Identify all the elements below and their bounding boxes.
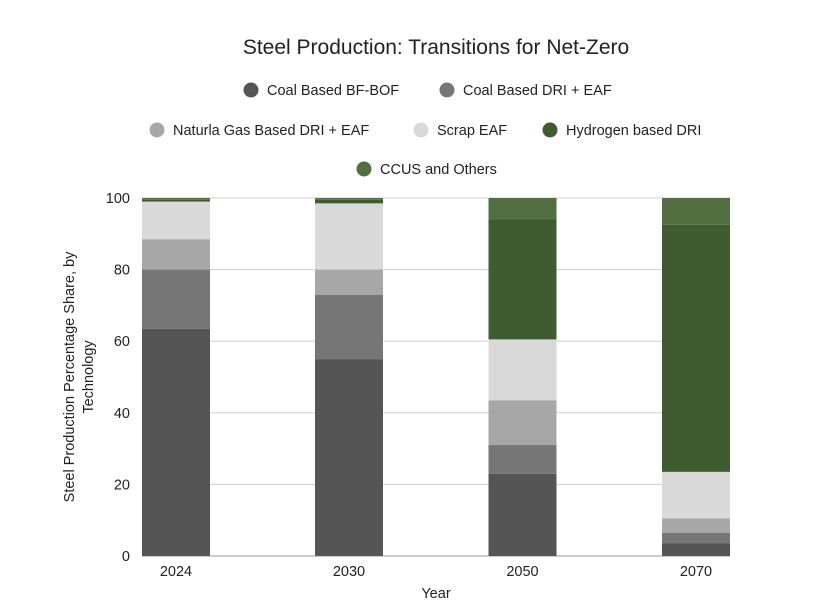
legend-item-hydrogen-based-dri: Hydrogen based DRI [542,122,701,139]
bar-segment-2024-coal-based-dri-eaf [142,269,210,329]
legend-label: Naturla Gas Based DRI + EAF [173,123,369,139]
bar-segment-2050-naturla-gas-based-dri-eaf [488,400,557,446]
y-tick-label: 0 [122,549,130,565]
bar-segment-2070-coal-based-bf-bof [662,543,730,556]
chart-title: Steel Production: Transitions for Net-Ze… [243,36,629,59]
x-axis-ticks: 2024 2030 2050 2070 [160,564,712,580]
y-tick-label: 40 [114,406,130,422]
bar-segment-2050-hydrogen-based-dri [488,219,557,340]
bar-segment-2070-coal-based-dri-eaf [662,532,730,544]
y-axis-label-line-1: Steel Production Percentage Share, by [62,251,78,502]
bar-segment-2030-naturla-gas-based-dri-eaf [315,269,383,295]
legend-swatch [413,122,429,138]
bar-segment-2024-hydrogen-based-dri [142,199,210,202]
legend-swatch [149,122,165,138]
legend-item-scrap-eaf: Scrap EAF [413,122,507,139]
legend-label: Coal Based BF-BOF [267,83,399,99]
legend-swatch [356,161,372,177]
bar-segment-2050-coal-based-bf-bof [488,473,557,556]
bar-segment-2030-ccus-and-others [315,198,383,200]
legend: Coal Based BF-BOF Coal Based DRI + EAF Nat… [149,82,701,178]
bar-segment-2070-scrap-eaf [662,471,730,519]
bar-segment-2030-scrap-eaf [315,203,383,270]
bar-segment-2024-scrap-eaf [142,201,210,240]
bar-segment-2050-coal-based-dri-eaf [488,445,557,474]
bar-segment-2024-ccus-and-others [142,198,210,200]
legend-label: CCUS and Others [380,162,497,178]
y-tick-label: 80 [114,263,130,279]
legend-item-coal-based-bf-bof: Coal Based BF-BOF [243,82,399,99]
x-tick-label: 2070 [680,564,712,580]
legend-swatch [243,82,259,98]
y-axis-ticks: 0 20 40 60 80 100 [106,191,130,565]
bars [142,198,730,556]
legend-item-naturla-gas-based-dri-eaf: Naturla Gas Based DRI + EAF [149,122,369,139]
gridlines [142,197,730,557]
bar-segment-2050-ccus-and-others [488,198,557,220]
legend-swatch [542,122,558,138]
x-tick-label: 2030 [333,564,365,580]
x-tick-label: 2050 [506,564,538,580]
x-tick-label: 2024 [160,564,192,580]
x-axis-label: Year [421,586,450,602]
y-tick-label: 20 [114,477,130,493]
y-tick-label: 60 [114,334,130,350]
bar-segment-2050-scrap-eaf [488,339,557,401]
legend-swatch [439,82,455,98]
bar-segment-2030-coal-based-bf-bof [315,359,383,556]
legend-label: Scrap EAF [437,123,507,139]
bar-segment-2070-ccus-and-others [662,198,730,225]
bar-segment-2070-naturla-gas-based-dri-eaf [662,518,730,533]
legend-label: Hydrogen based DRI [566,123,701,139]
bar-segment-2024-coal-based-bf-bof [142,328,210,556]
y-axis-label-line-2: Technology [81,340,97,414]
bar-segment-2024-naturla-gas-based-dri-eaf [142,239,210,270]
legend-label: Coal Based DRI + EAF [463,83,612,99]
bar-segment-2030-coal-based-dri-eaf [315,294,383,360]
bar-segment-2070-hydrogen-based-dri [662,224,730,472]
legend-item-ccus-and-others: CCUS and Others [356,161,497,178]
bar-segment-2030-hydrogen-based-dri [315,199,383,204]
legend-item-coal-based-dri-eaf: Coal Based DRI + EAF [439,82,612,99]
y-tick-label: 100 [106,191,130,207]
